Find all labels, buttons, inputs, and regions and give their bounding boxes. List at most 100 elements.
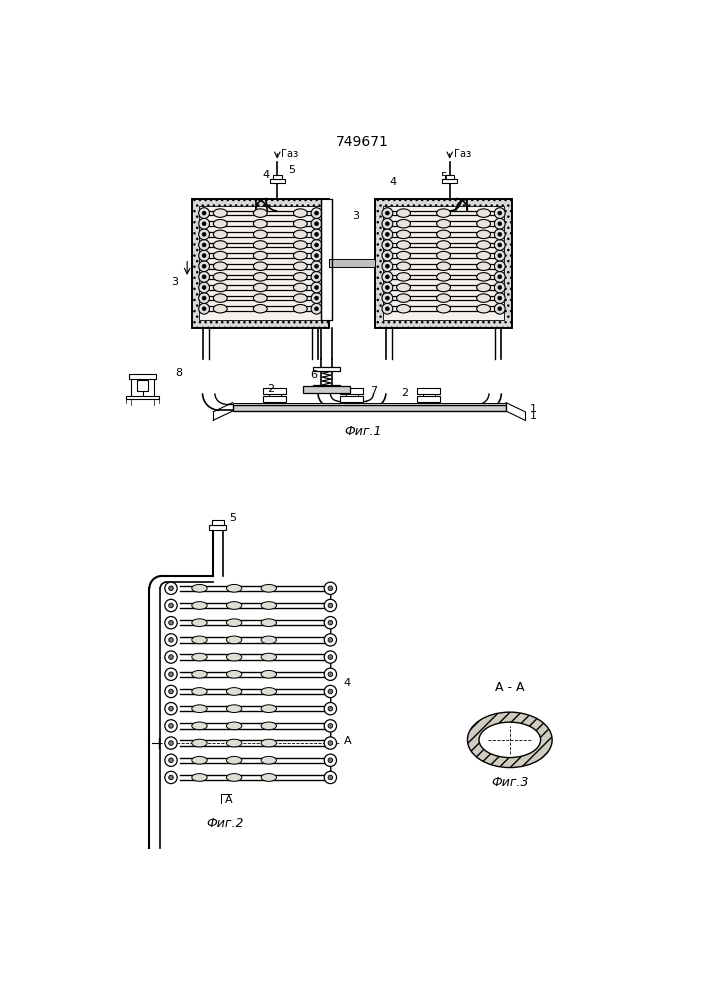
Ellipse shape xyxy=(192,653,207,661)
Ellipse shape xyxy=(397,273,411,281)
Ellipse shape xyxy=(214,209,227,217)
Circle shape xyxy=(382,261,393,272)
Text: 8: 8 xyxy=(175,368,182,378)
Bar xyxy=(212,520,224,525)
Ellipse shape xyxy=(261,722,276,730)
Ellipse shape xyxy=(214,304,227,313)
Circle shape xyxy=(169,586,173,591)
Circle shape xyxy=(165,617,177,629)
Bar xyxy=(340,396,363,402)
Bar xyxy=(199,206,321,320)
Ellipse shape xyxy=(253,273,267,281)
Ellipse shape xyxy=(467,712,552,768)
Ellipse shape xyxy=(253,241,267,249)
Circle shape xyxy=(169,603,173,608)
Bar xyxy=(321,199,332,320)
Bar xyxy=(312,367,340,371)
Ellipse shape xyxy=(397,251,411,260)
Circle shape xyxy=(169,758,173,763)
Bar xyxy=(312,385,340,389)
Circle shape xyxy=(165,703,177,715)
Circle shape xyxy=(315,254,318,258)
Circle shape xyxy=(202,222,206,226)
Text: Газ: Газ xyxy=(454,149,471,159)
Circle shape xyxy=(165,651,177,663)
Ellipse shape xyxy=(293,209,308,217)
Ellipse shape xyxy=(226,774,242,781)
Bar xyxy=(375,199,512,328)
Circle shape xyxy=(202,296,206,300)
Text: 7: 7 xyxy=(370,386,377,396)
Circle shape xyxy=(498,232,502,236)
Circle shape xyxy=(202,211,206,215)
Circle shape xyxy=(311,271,322,282)
Ellipse shape xyxy=(477,251,491,260)
Ellipse shape xyxy=(253,230,267,239)
Text: 4: 4 xyxy=(344,678,351,688)
Ellipse shape xyxy=(477,219,491,228)
Bar xyxy=(273,175,282,179)
Ellipse shape xyxy=(253,262,267,270)
Circle shape xyxy=(165,754,177,766)
Circle shape xyxy=(315,296,318,300)
Circle shape xyxy=(498,243,502,247)
Ellipse shape xyxy=(437,251,450,260)
Circle shape xyxy=(385,286,390,289)
Circle shape xyxy=(311,229,322,240)
Circle shape xyxy=(311,218,322,229)
Ellipse shape xyxy=(261,705,276,713)
Ellipse shape xyxy=(477,304,491,313)
Circle shape xyxy=(165,737,177,749)
Ellipse shape xyxy=(293,294,308,302)
Circle shape xyxy=(382,229,393,240)
Ellipse shape xyxy=(437,304,450,313)
Ellipse shape xyxy=(226,705,242,713)
Circle shape xyxy=(325,617,337,629)
Ellipse shape xyxy=(479,722,541,758)
Circle shape xyxy=(169,706,173,711)
Text: Газ: Газ xyxy=(281,149,298,159)
Ellipse shape xyxy=(226,739,242,747)
Circle shape xyxy=(494,271,506,282)
Ellipse shape xyxy=(192,602,207,609)
Circle shape xyxy=(311,250,322,261)
Ellipse shape xyxy=(253,209,267,217)
Circle shape xyxy=(202,232,206,236)
Ellipse shape xyxy=(226,688,242,695)
Circle shape xyxy=(325,771,337,784)
Ellipse shape xyxy=(477,230,491,239)
Ellipse shape xyxy=(214,283,227,292)
Ellipse shape xyxy=(261,619,276,627)
Text: 1: 1 xyxy=(530,404,537,414)
Circle shape xyxy=(202,275,206,279)
Ellipse shape xyxy=(293,283,308,292)
Bar xyxy=(137,380,148,391)
Circle shape xyxy=(199,218,209,229)
Bar xyxy=(375,199,512,328)
Circle shape xyxy=(385,222,390,226)
Ellipse shape xyxy=(261,653,276,661)
Circle shape xyxy=(202,243,206,247)
Circle shape xyxy=(382,303,393,314)
Circle shape xyxy=(311,240,322,250)
Ellipse shape xyxy=(437,241,450,249)
Ellipse shape xyxy=(214,273,227,281)
Circle shape xyxy=(385,296,390,300)
Circle shape xyxy=(199,282,209,293)
Ellipse shape xyxy=(477,294,491,302)
Circle shape xyxy=(311,208,322,218)
Ellipse shape xyxy=(437,273,450,281)
Circle shape xyxy=(385,307,390,311)
Bar xyxy=(417,388,440,394)
Ellipse shape xyxy=(192,584,207,592)
Circle shape xyxy=(325,720,337,732)
Ellipse shape xyxy=(253,294,267,302)
Ellipse shape xyxy=(214,230,227,239)
Circle shape xyxy=(199,293,209,303)
Circle shape xyxy=(328,775,333,780)
Ellipse shape xyxy=(214,262,227,270)
Circle shape xyxy=(328,724,333,728)
Circle shape xyxy=(199,250,209,261)
Circle shape xyxy=(494,261,506,272)
Ellipse shape xyxy=(192,619,207,627)
